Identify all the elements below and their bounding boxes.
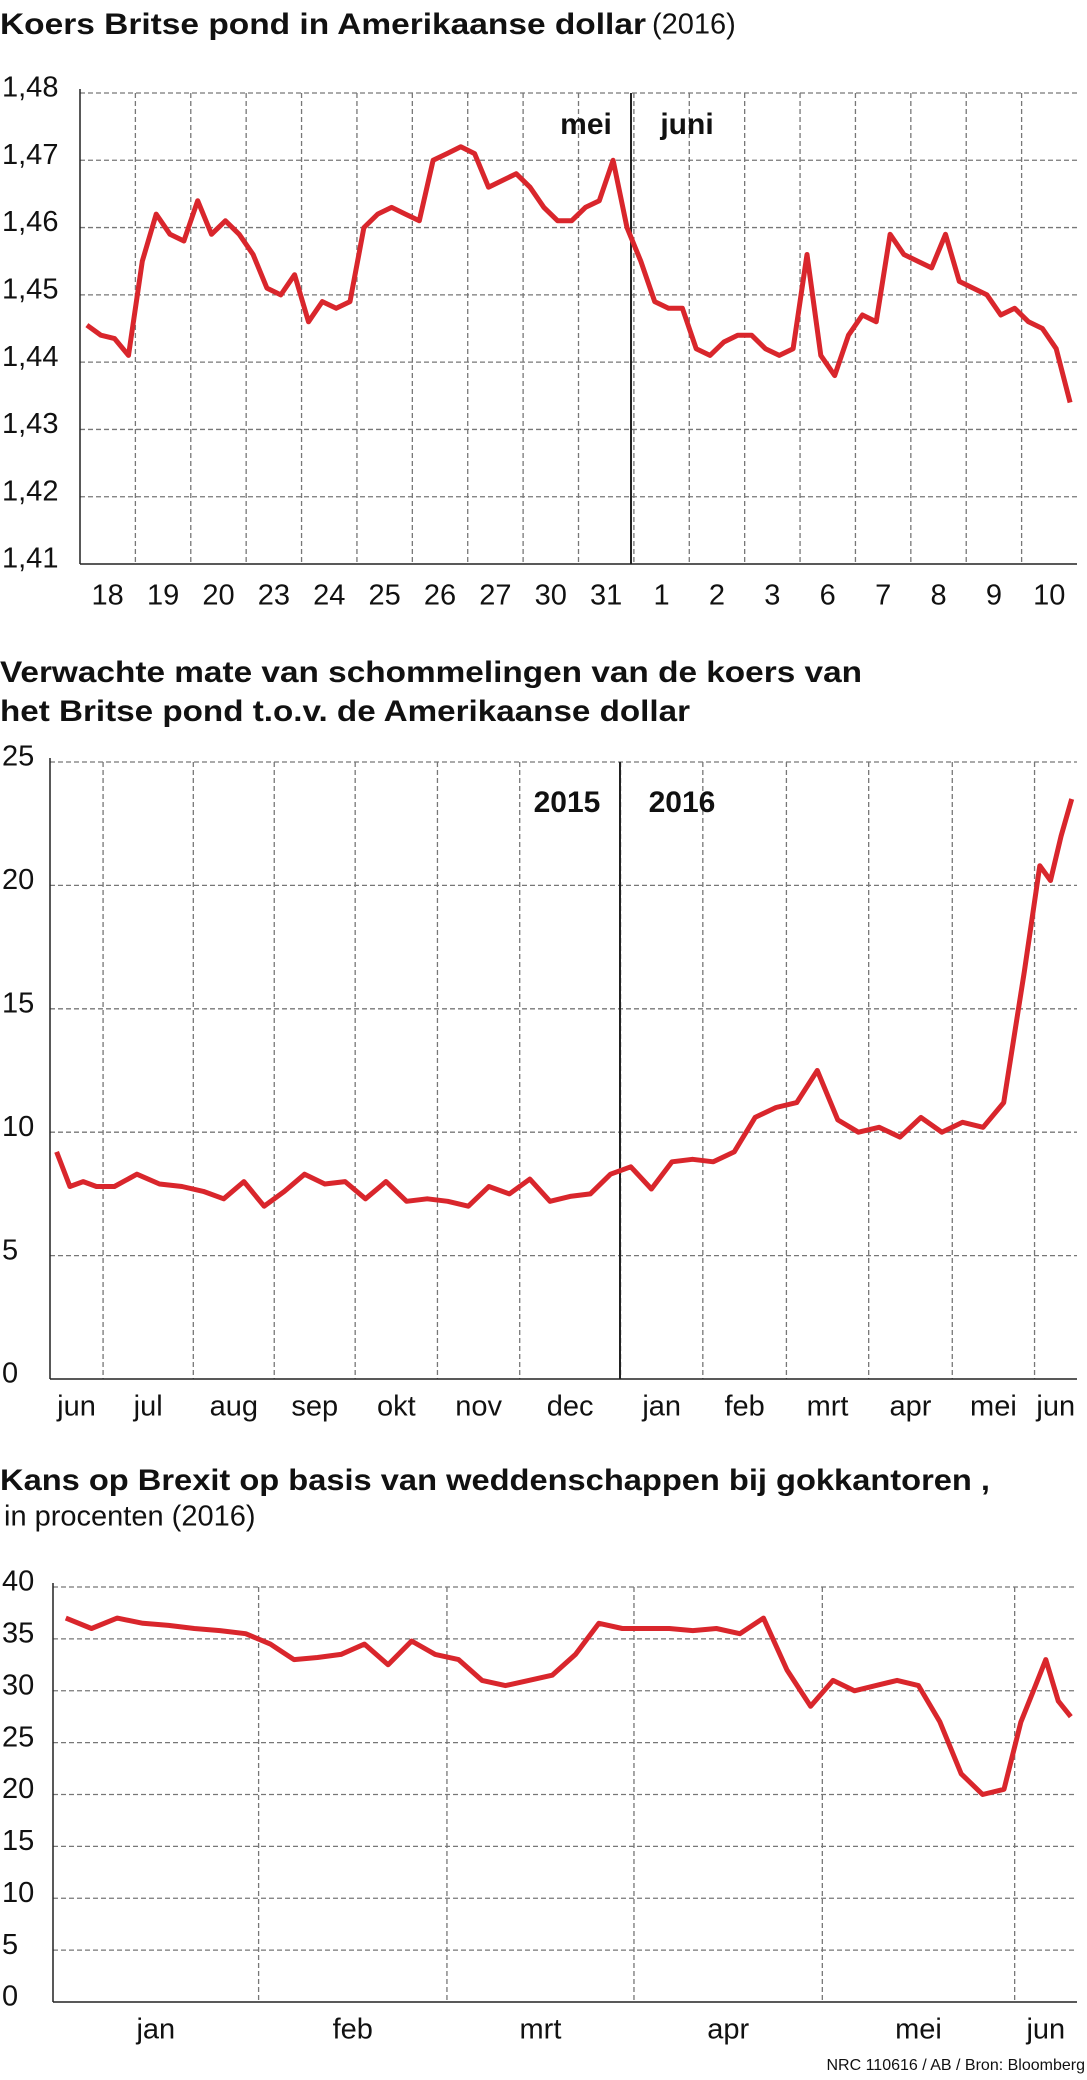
y-tick-label: 1,44 <box>2 341 58 373</box>
x-tick-label: jun <box>1035 1391 1075 1423</box>
x-tick-label: jun <box>1025 2014 1065 2046</box>
x-tick-label: jan <box>641 1391 681 1423</box>
x-tick-label: sep <box>291 1391 338 1423</box>
x-tick-label: 23 <box>258 580 290 612</box>
x-tick-label: 25 <box>369 580 401 612</box>
chart-title: Kans op Brexit op basis van weddenschapp… <box>0 1464 990 1497</box>
x-tick-label: 18 <box>92 580 124 612</box>
x-tick-label: mei <box>970 1391 1017 1423</box>
x-tick-label: okt <box>377 1391 416 1423</box>
x-tick-label: dec <box>547 1391 594 1423</box>
data-line <box>85 144 1073 404</box>
y-tick-label: 10 <box>2 1111 34 1143</box>
x-tick-label: 19 <box>147 580 179 612</box>
y-tick-label: 35 <box>2 1618 34 1650</box>
x-tick-label: 3 <box>764 580 780 612</box>
y-tick-label: 1,42 <box>2 475 58 507</box>
chart-title: Koers Britse pond in Amerikaanse dollar <box>0 8 646 41</box>
y-tick-label: 1,45 <box>2 274 58 306</box>
x-tick-label: 10 <box>1033 580 1065 612</box>
annotation: 2016 <box>649 786 716 819</box>
data-line <box>64 1615 1073 1797</box>
x-tick-label: 26 <box>424 580 456 612</box>
y-tick-label: 20 <box>2 1773 34 1805</box>
x-tick-label: mrt <box>520 2014 562 2046</box>
x-tick-label: 8 <box>930 580 946 612</box>
chart-title: Verwachte mate van schommelingen van de … <box>0 656 862 689</box>
x-tick-label: aug <box>210 1391 258 1423</box>
y-tick-label: 1,47 <box>2 139 58 171</box>
x-tick-label: 24 <box>313 580 345 612</box>
x-tick-label: 6 <box>820 580 836 612</box>
annotation: juni <box>659 108 713 141</box>
x-tick-label: jul <box>133 1391 163 1423</box>
x-tick-label: 31 <box>590 580 622 612</box>
x-tick-label: feb <box>333 2014 373 2046</box>
x-tick-label: feb <box>724 1391 764 1423</box>
y-tick-label: 30 <box>2 1669 34 1701</box>
x-tick-label: 9 <box>986 580 1002 612</box>
x-tick-label: 20 <box>202 580 234 612</box>
y-tick-label: 25 <box>2 741 34 773</box>
x-tick-label: jun <box>56 1391 96 1423</box>
source-note: NRC 110616 / AB / Bron: Bloomberg <box>826 2057 1085 2074</box>
y-tick-label: 10 <box>2 1877 34 1909</box>
x-tick-label: jan <box>135 2014 175 2046</box>
x-tick-label: 27 <box>479 580 511 612</box>
x-tick-label: 1 <box>654 580 670 612</box>
annotation: mei <box>560 108 612 141</box>
y-tick-label: 15 <box>2 1825 34 1857</box>
x-tick-label: 7 <box>875 580 891 612</box>
y-tick-label: 5 <box>2 1234 18 1266</box>
y-tick-label: 1,43 <box>2 408 58 440</box>
data-line <box>54 798 1075 1209</box>
x-tick-label: nov <box>455 1391 502 1423</box>
x-tick-label: mrt <box>807 1391 849 1423</box>
y-tick-label: 25 <box>2 1721 34 1753</box>
chart-title: het Britse pond t.o.v. de Amerikaanse do… <box>0 695 690 728</box>
y-tick-label: 15 <box>2 987 34 1019</box>
x-tick-label: 2 <box>709 580 725 612</box>
x-tick-label: 30 <box>535 580 567 612</box>
y-tick-label: 5 <box>2 1929 18 1961</box>
y-tick-label: 1,41 <box>2 543 58 575</box>
y-tick-label: 40 <box>2 1566 34 1598</box>
annotation: 2015 <box>534 786 601 819</box>
y-tick-label: 1,48 <box>2 72 58 104</box>
y-tick-label: 0 <box>2 1358 18 1390</box>
chart-subtitle: (2016) <box>652 9 736 41</box>
chart-subtitle: in procenten (2016) <box>4 1501 256 1533</box>
y-tick-label: 20 <box>2 864 34 896</box>
x-tick-label: apr <box>707 2014 749 2046</box>
y-tick-label: 0 <box>2 1981 18 2013</box>
x-tick-label: mei <box>895 2014 942 2046</box>
x-tick-label: apr <box>890 1391 932 1423</box>
y-tick-label: 1,46 <box>2 206 58 238</box>
